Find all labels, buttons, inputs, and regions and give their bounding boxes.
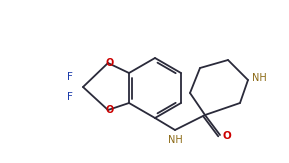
Text: NH: NH (252, 73, 267, 83)
Text: F: F (67, 92, 73, 102)
Text: O: O (223, 131, 231, 141)
Text: F: F (67, 72, 73, 82)
Text: O: O (106, 58, 114, 68)
Text: NH: NH (168, 135, 182, 145)
Text: O: O (106, 105, 114, 115)
